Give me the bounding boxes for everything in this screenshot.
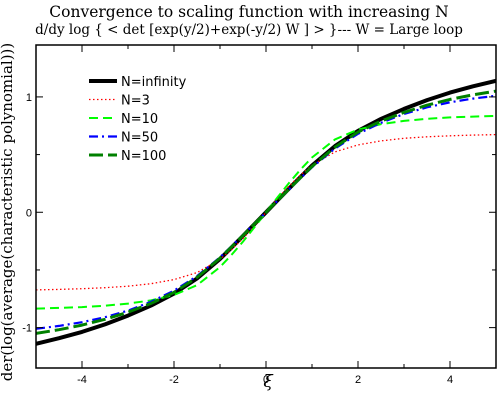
y-tick-label: 0	[26, 207, 32, 219]
legend-label-3: N=50	[121, 131, 158, 146]
series-layer	[36, 78, 496, 346]
series-line-4	[36, 89, 496, 335]
legend: N=infinity N=3 N=10 N=50 N=100	[89, 75, 187, 164]
legend-label-0: N=infinity	[121, 75, 187, 90]
chart-title: Convergence to scaling function with inc…	[49, 3, 449, 21]
x-axis-label: ξ	[263, 372, 273, 392]
x-tick-label: 4	[447, 374, 453, 386]
x-tick-label: -4	[77, 374, 87, 386]
series-line-1	[36, 133, 496, 291]
series-line-2	[36, 114, 496, 310]
axis-layer: -4 -2 0 2 4 -1 0 1	[22, 45, 497, 386]
x-tick-label: 0	[263, 374, 269, 386]
chart-subtitle: d/dy log { < det [exp(y/2)+exp(-y/2) W ]…	[35, 22, 463, 38]
y-tick-label: -1	[22, 323, 32, 335]
y-tick-label: 1	[26, 92, 32, 104]
legend-label-2: N=10	[121, 112, 158, 127]
legend-label-1: N=3	[121, 94, 150, 109]
x-tick-label: 2	[355, 374, 361, 386]
x-tick-label: -2	[169, 374, 179, 386]
legend-label-4: N=100	[121, 149, 166, 164]
